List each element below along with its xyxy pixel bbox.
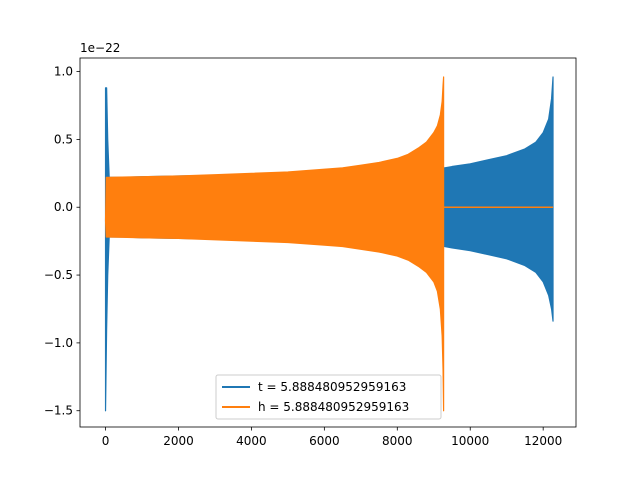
x-tick-label: 8000 [382, 434, 413, 448]
plot-area [104, 76, 554, 412]
legend-label-h: h = 5.888480952959163 [258, 400, 409, 414]
y-tick-label: 1.0 [54, 65, 73, 79]
legend: t = 5.888480952959163 h = 5.888480952959… [215, 374, 442, 420]
x-tick-label: 2000 [163, 434, 194, 448]
y-tick-label: 0.5 [54, 132, 73, 146]
y-tick-label: −1.5 [44, 404, 73, 418]
x-tick-label: 10000 [451, 434, 489, 448]
x-tick-label: 4000 [236, 434, 267, 448]
axes-frame [79, 57, 577, 428]
x-tick-label: 0 [102, 434, 110, 448]
y-tick-label: −1.0 [44, 336, 73, 350]
y-tick-label: −0.5 [44, 268, 73, 282]
x-tick-label: 6000 [309, 434, 340, 448]
y-tick-label: 0.0 [54, 200, 73, 214]
y-offset-label: 1e−22 [80, 41, 120, 55]
legend-box [215, 374, 442, 420]
y-axis: −1.5 −1.0 −0.5 0.0 0.5 1.0 [44, 65, 80, 418]
x-tick-label: 12000 [524, 434, 562, 448]
legend-label-t: t = 5.888480952959163 [258, 380, 406, 394]
x-axis: 0 2000 4000 6000 8000 10000 12000 [102, 427, 562, 448]
series-1-envelope [104, 76, 445, 412]
